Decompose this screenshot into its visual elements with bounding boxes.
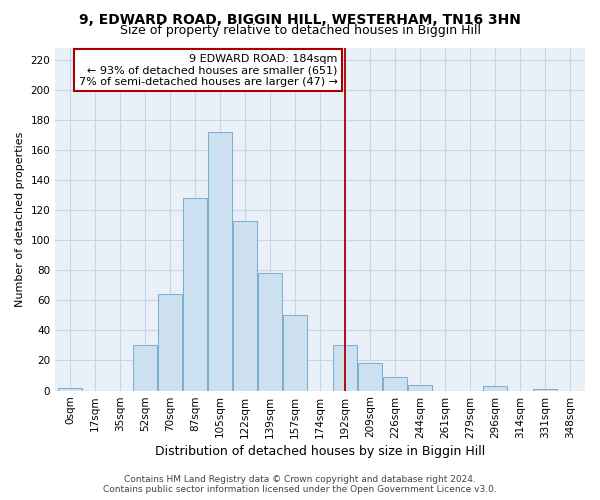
Bar	[233, 220, 257, 390]
Bar	[208, 132, 232, 390]
X-axis label: Distribution of detached houses by size in Biggin Hill: Distribution of detached houses by size …	[155, 444, 485, 458]
Text: 9 EDWARD ROAD: 184sqm
← 93% of detached houses are smaller (651)
7% of semi-deta: 9 EDWARD ROAD: 184sqm ← 93% of detached …	[79, 54, 338, 86]
Bar	[183, 198, 207, 390]
Bar	[483, 386, 507, 390]
Bar	[258, 273, 282, 390]
Text: Contains HM Land Registry data © Crown copyright and database right 2024.
Contai: Contains HM Land Registry data © Crown c…	[103, 474, 497, 494]
Bar	[383, 377, 407, 390]
Bar	[283, 316, 307, 390]
Bar	[408, 384, 432, 390]
Text: Size of property relative to detached houses in Biggin Hill: Size of property relative to detached ho…	[119, 24, 481, 37]
Bar	[533, 389, 557, 390]
Bar	[358, 364, 382, 390]
Bar	[158, 294, 182, 390]
Bar	[333, 346, 357, 391]
Y-axis label: Number of detached properties: Number of detached properties	[15, 132, 25, 306]
Bar	[133, 346, 157, 391]
Text: 9, EDWARD ROAD, BIGGIN HILL, WESTERHAM, TN16 3HN: 9, EDWARD ROAD, BIGGIN HILL, WESTERHAM, …	[79, 12, 521, 26]
Bar	[58, 388, 82, 390]
